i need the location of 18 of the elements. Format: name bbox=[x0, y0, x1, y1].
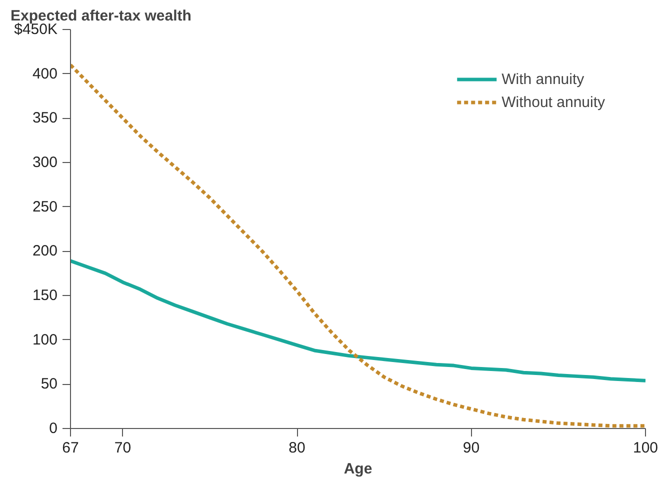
y-tick-label: 400 bbox=[32, 65, 58, 82]
line-series bbox=[70, 259, 646, 382]
y-tick-label: 300 bbox=[32, 154, 58, 171]
y-tick-label: 350 bbox=[32, 110, 58, 127]
y-tick-label: 200 bbox=[32, 242, 58, 260]
x-tick-label: 100 bbox=[632, 440, 658, 456]
x-tick-label: 90 bbox=[462, 440, 480, 456]
y-tick-label: 0 bbox=[49, 420, 58, 437]
x-tick-label: 70 bbox=[114, 440, 132, 456]
y-tick-label: 100 bbox=[32, 331, 58, 348]
x-tick-label: 67 bbox=[62, 440, 79, 456]
legend-label: Without annuity bbox=[502, 94, 605, 110]
y-tick-label: 150 bbox=[32, 287, 58, 304]
legend-label: With annuity bbox=[502, 70, 584, 88]
y-tick-label: 50 bbox=[40, 376, 58, 393]
x-tick-label: 80 bbox=[288, 440, 306, 456]
x-axis-title: Age bbox=[344, 460, 372, 478]
y-tick-label: 250 bbox=[32, 198, 58, 216]
